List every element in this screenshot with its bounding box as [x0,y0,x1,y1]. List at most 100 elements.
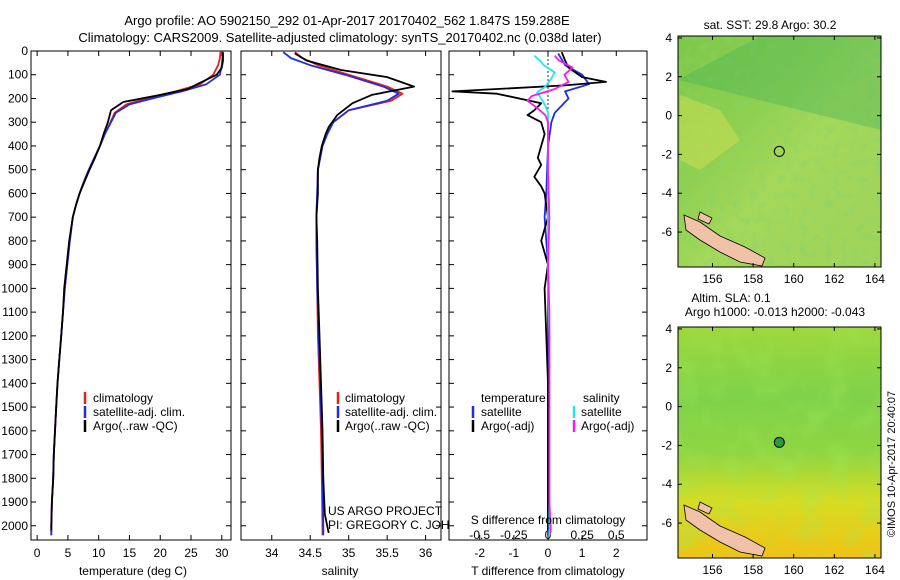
temperature-axes-box [30,50,232,541]
legend-label-argo: Argo(..raw -QC) [345,419,430,433]
x-tick-label: 30 [215,546,229,560]
island [697,501,713,515]
lat-tick-label: -2 [661,438,672,452]
island [697,211,713,225]
lon-tick-label: 158 [743,563,763,577]
x-tick-label: 15 [123,546,137,560]
argo-float-position [773,145,785,157]
landmass-solomon-islands [683,214,766,267]
depth-tick-label: 400 [8,139,28,153]
s-tick-label: 0.5 [608,528,625,542]
s-difference-xlabel: S difference from climatology [471,513,626,527]
legend-label-climatology: climatology [93,391,153,405]
sla-map-subtitle: Argo h1000: -0.013 h2000: -0.043 [685,305,865,319]
legend-label-s-satellite: satellite [581,405,622,419]
lon-tick-label: 156 [702,563,722,577]
lon-tick-label: 160 [784,272,804,286]
argo-float-position-sla [773,436,785,448]
series-line-salinity-argo [526,55,574,533]
figure-title-line1: Argo profile: AO 5902150_292 01-Apr-2017… [124,13,570,28]
x-tick-label: 35.5 [375,546,399,560]
salinity-axis: 34 34.5 35 35.5 36 [265,51,433,560]
x-tick-label: 20 [154,546,168,560]
sst-map-axes: 156 158 160 162 164 4 2 0 -2 -4 -6 [661,31,885,286]
lat-tick-label: -6 [661,225,672,239]
depth-tick-label: 500 [8,163,28,177]
salinity-profile-lines [282,51,416,536]
depth-tick-label: 1000 [1,281,28,295]
lat-tick-label: 0 [665,400,672,414]
lon-tick-label: 162 [824,563,844,577]
salinity-legend: climatology satellite-adj. clim. Argo(..… [336,391,437,433]
depth-tick-label: 1200 [1,329,28,343]
s-tick-label: 0.25 [570,528,594,542]
s-tick-label: -0.5 [469,528,490,542]
lat-tick-label: 0 [665,109,672,123]
depth-tick-label: 100 [8,68,28,82]
depth-tick-label: 0 [21,44,28,58]
legend-label-satellite: satellite-adj. clim. [93,405,185,419]
salinity-xlabel: salinity [322,564,359,578]
lon-tick-label: 156 [702,272,722,286]
figure-title-line2: Climatology: CARS2009. Satellite-adjuste… [78,30,601,45]
x-tick-label: 0 [34,546,41,560]
depth-tick-label: 900 [8,258,28,272]
imos-credit: ©IMOS 10-Apr-2017 20:40:07 [886,391,898,537]
depth-tick-label: 800 [8,234,28,248]
warm-water-patch [680,95,740,170]
x-tick-label: 1 [579,546,586,560]
salinity-axes-box [240,50,442,541]
temperature-profile-lines [50,51,224,536]
legend-heading-salinity: salinity [583,391,620,405]
sst-map-frame [677,35,882,268]
lon-tick-label: 160 [784,563,804,577]
depth-tick-label: 2000 [1,519,28,533]
s-tick-label: -0.25 [500,528,528,542]
lon-tick-label: 158 [743,272,763,286]
legend-label-satellite: satellite-adj. clim. [345,405,437,419]
lon-tick-label: 164 [865,563,885,577]
series-line-temperature-argo [451,51,607,531]
depth-tick-label: 1300 [1,353,28,367]
temperature-panel: 0100200300400500600700800900100011001200… [1,44,232,578]
lat-tick-label: 4 [665,31,672,45]
t-difference-axis: -2 -1 0 1 2 [474,51,620,560]
t-difference-xlabel: T difference from climatology [471,564,625,578]
sst-map-title: sat. SST: 29.8 Argo: 30.2 [704,18,837,32]
depth-tick-label: 600 [8,186,28,200]
legend-label-t-argo: Argo(-adj) [481,419,534,433]
pi-annotation: PI: GREGORY C. JOHNSON [328,518,484,532]
lat-tick-label: 2 [665,361,672,375]
depth-tick-label: 1100 [2,305,28,319]
legend-label-s-argo: Argo(-adj) [581,419,634,433]
depth-axis: 0 100 200 300 400 500 600 700 800 900 1000 1100 1200… [1,44,231,533]
cool-water-band [678,36,881,130]
salinity-depth-ticks [241,50,441,527]
x-tick-label: 34 [265,546,279,560]
difference-legend: temperature salinity satellite Argo(-adj… [471,391,634,433]
lat-tick-label: 4 [665,322,672,336]
lon-tick-label: 164 [865,272,885,286]
depth-tick-label: 1400 [1,376,28,390]
sst-map-panel: sat. SST: 29.8 Argo: 30.2 156 158 160 162 16… [661,18,885,286]
x-tick-label: 25 [184,546,198,560]
legend-label-climatology: climatology [345,391,405,405]
x-tick-label: -1 [509,546,520,560]
series-line-argo [50,52,224,531]
lon-tick-label: 162 [824,272,844,286]
sla-map-frame [677,326,882,559]
depth-tick-label: 1600 [1,424,28,438]
depth-tick-label: 1900 [1,495,28,509]
x-tick-label: 0 [545,546,552,560]
series-line-argo [294,52,416,534]
temperature-legend: climatology satellite-adj. clim. Argo(..… [83,391,185,433]
temperature-xlabel: temperature (deg C) [79,564,187,578]
sla-map-panel: Altim. SLA: 0.1 Argo h1000: -0.013 h2000… [661,291,898,577]
depth-tick-label: 1800 [1,471,28,485]
difference-lines [451,51,607,536]
lat-tick-label: -4 [661,477,672,491]
landmass-solomon-islands [683,504,766,557]
lat-tick-label: 2 [665,70,672,84]
legend-label-t-satellite: satellite [481,405,522,419]
